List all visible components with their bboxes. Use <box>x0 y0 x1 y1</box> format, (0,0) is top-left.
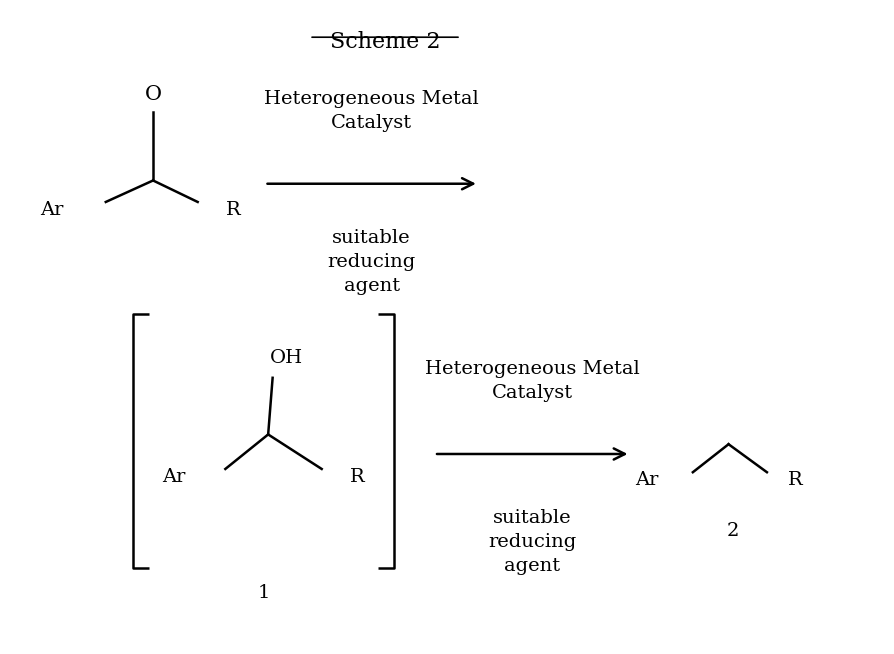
Text: R: R <box>788 471 802 489</box>
Text: Ar: Ar <box>162 468 185 486</box>
Text: Heterogeneous Metal
Catalyst: Heterogeneous Metal Catalyst <box>264 90 478 131</box>
Text: R: R <box>226 201 240 219</box>
Text: Scheme 2: Scheme 2 <box>329 31 440 53</box>
Text: Ar: Ar <box>635 471 658 489</box>
Text: R: R <box>350 468 365 486</box>
Text: Ar: Ar <box>40 201 63 219</box>
Text: 1: 1 <box>257 584 270 602</box>
Text: OH: OH <box>269 349 302 368</box>
Text: O: O <box>145 85 162 104</box>
Text: 2: 2 <box>726 523 738 540</box>
Text: suitable
reducing
agent: suitable reducing agent <box>327 230 416 294</box>
Text: suitable
reducing
agent: suitable reducing agent <box>487 509 576 575</box>
Text: Heterogeneous Metal
Catalyst: Heterogeneous Metal Catalyst <box>425 360 639 402</box>
